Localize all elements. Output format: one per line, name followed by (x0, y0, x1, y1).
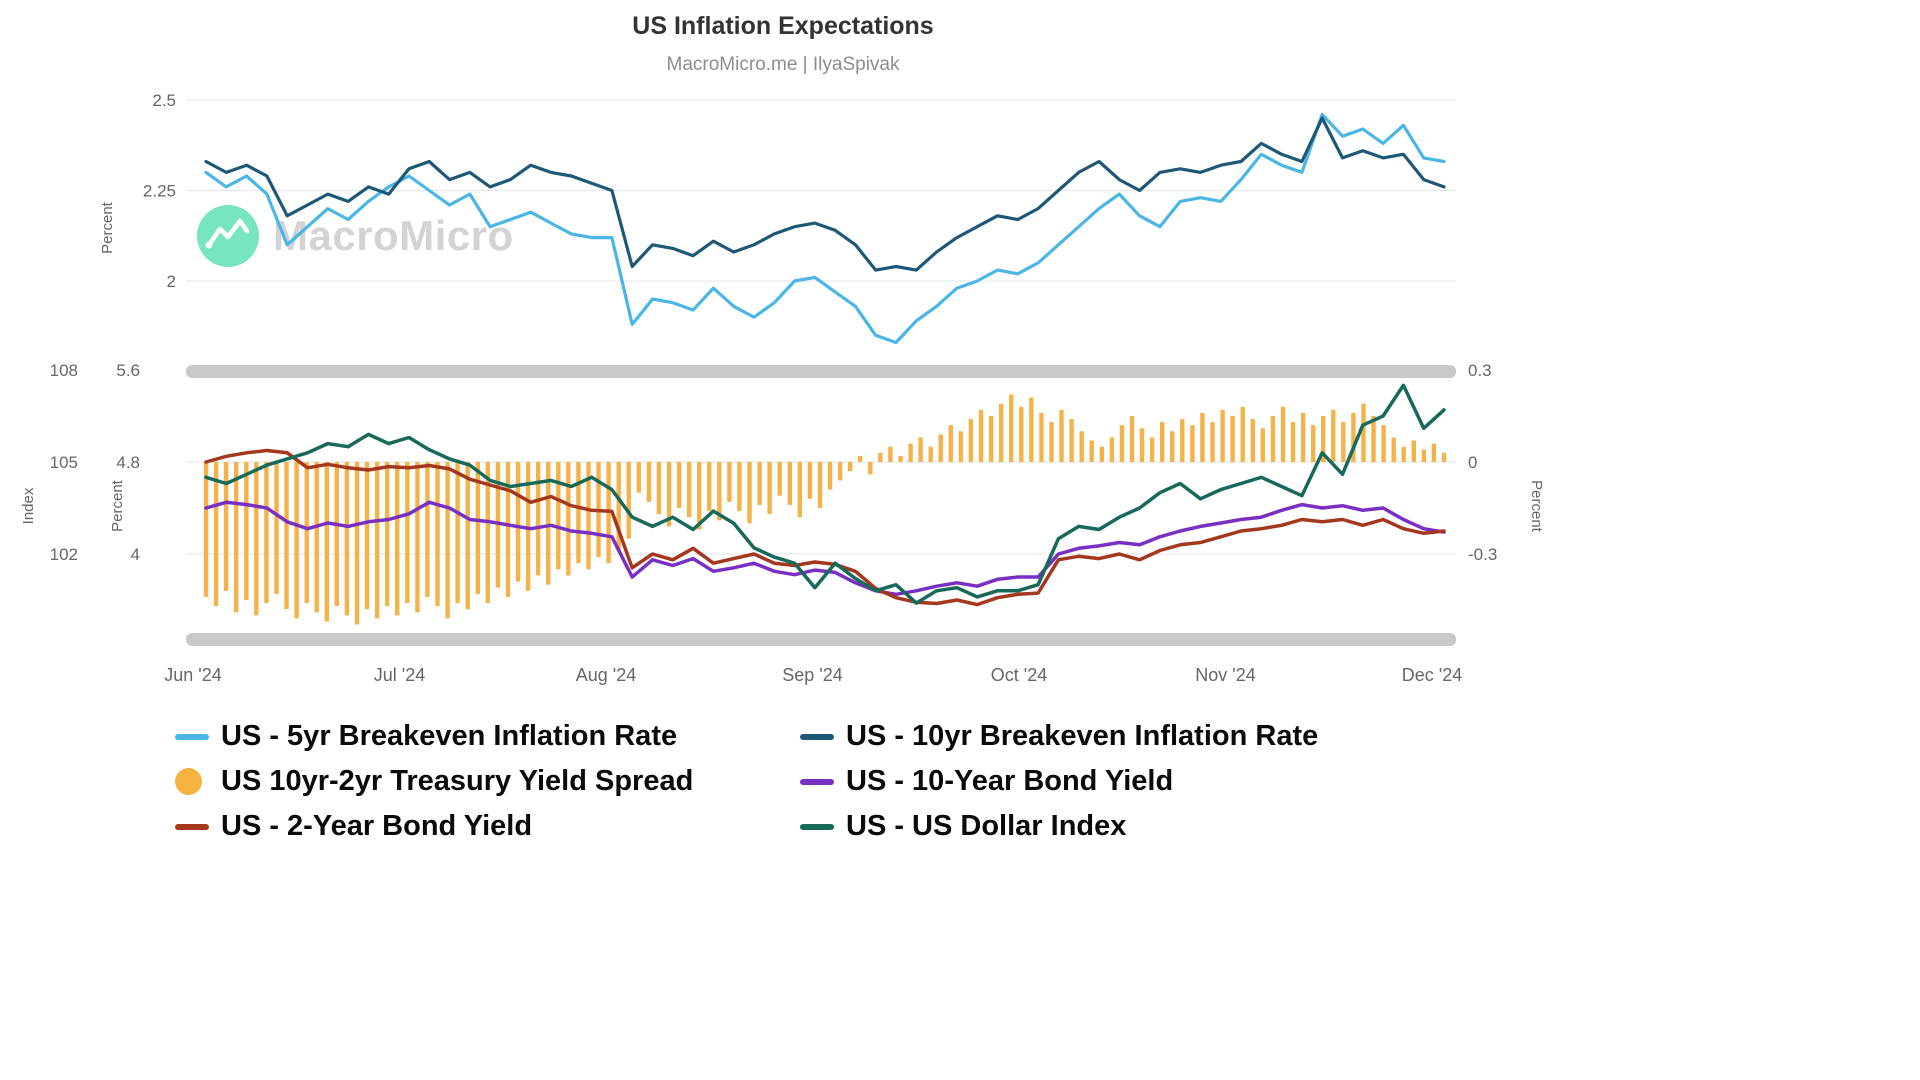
legend-line-swatch (800, 778, 838, 785)
x-tick-label: Aug '24 (576, 665, 637, 685)
legend-label: US - 10-Year Bond Yield (846, 765, 1174, 797)
x-tick-label: Dec '24 (1402, 665, 1462, 685)
legend-circle-swatch (175, 768, 213, 795)
axis-labels: 2.5 2.25 2 5.6 4.8 4 108 105 102 0.3 0 -0.3 Percent I… (20, 91, 1545, 685)
axis-tick-label: 4 (131, 545, 140, 564)
x-tick-label: Jul '24 (374, 665, 425, 685)
panel-scrollbar-top[interactable] (186, 365, 1456, 378)
axis-tick-label: 4.8 (116, 453, 140, 472)
legend-line-swatch (800, 823, 838, 830)
x-tick-label: Oct '24 (991, 665, 1047, 685)
legend-item-us-5yr-breakeven-inflation-rate[interactable]: US - 5yr Breakeven Inflation Rate (175, 720, 800, 753)
legend-item-us-us-dollar-index[interactable]: US - US Dollar Index (800, 810, 1425, 843)
chart-legend: US - 5yr Breakeven Inflation Rate US 10yr… (175, 714, 1425, 849)
legend-line-swatch (175, 733, 213, 740)
axis-tick-label: 102 (50, 545, 78, 564)
axis-tick-label: 108 (50, 361, 78, 380)
legend-label: US - 5yr Breakeven Inflation Rate (221, 720, 678, 752)
axis-tick-label: 0 (1468, 453, 1477, 472)
chart-subtitle: MacroMicro.me | IlyaSpivak (666, 54, 900, 75)
axis-tick-label: 105 (50, 453, 78, 472)
top-panel (204, 112, 1446, 345)
legend-line-swatch (175, 823, 213, 830)
legend-label: US - 2-Year Bond Yield (221, 810, 533, 842)
legend-item-us-10yr-2yr-treasury-yield-spread[interactable]: US 10yr-2yr Treasury Yield Spread (175, 765, 800, 798)
legend-item-us-10-year-bond-yield[interactable]: US - 10-Year Bond Yield (800, 765, 1425, 798)
series-us-5yr-breakeven-inflation-rate (204, 112, 1446, 345)
series-us-10-year-bond-yield (204, 500, 1446, 597)
axis-tick-label: 2.25 (143, 182, 176, 201)
legend-label: US 10yr-2yr Treasury Yield Spread (221, 765, 694, 797)
x-tick-label: Sep '24 (782, 665, 843, 685)
panel-scrollbar-bottom[interactable] (186, 633, 1456, 646)
x-tick-label: Nov '24 (1195, 665, 1255, 685)
legend-line-swatch (800, 733, 838, 740)
series-us-us-dollar-index (204, 383, 1446, 605)
series-us-10yr-2yr-treasury-yield-spread (203, 394, 1447, 625)
legend-item-us-10yr-breakeven-inflation-rate[interactable]: US - 10yr Breakeven Inflation Rate (800, 720, 1425, 753)
axis-tick-label: 2 (167, 272, 176, 291)
bottom-panel (203, 383, 1447, 625)
legend-label: US - 10yr Breakeven Inflation Rate (846, 720, 1319, 752)
right-percent-axis-title: Percent (1528, 480, 1545, 533)
legend-label: US - US Dollar Index (846, 810, 1127, 842)
left-percent-axis-title: Percent (109, 479, 126, 532)
macromicro-logo-icon (197, 205, 259, 267)
axis-tick-label: 0.3 (1468, 361, 1492, 380)
top-axis-title: Percent (99, 201, 116, 254)
axis-tick-label: 5.6 (116, 361, 140, 380)
series-us-2-year-bond-yield (204, 448, 1446, 607)
series-us-10yr-breakeven-inflation-rate (204, 116, 1446, 272)
x-tick-label: Jun '24 (164, 665, 221, 685)
legend-item-us-2-year-bond-yield[interactable]: US - 2-Year Bond Yield (175, 810, 800, 843)
axis-tick-label: -0.3 (1468, 545, 1497, 564)
index-axis-title: Index (20, 487, 37, 524)
chart-title: US Inflation Expectations (632, 12, 934, 40)
axis-tick-label: 2.5 (152, 91, 176, 110)
